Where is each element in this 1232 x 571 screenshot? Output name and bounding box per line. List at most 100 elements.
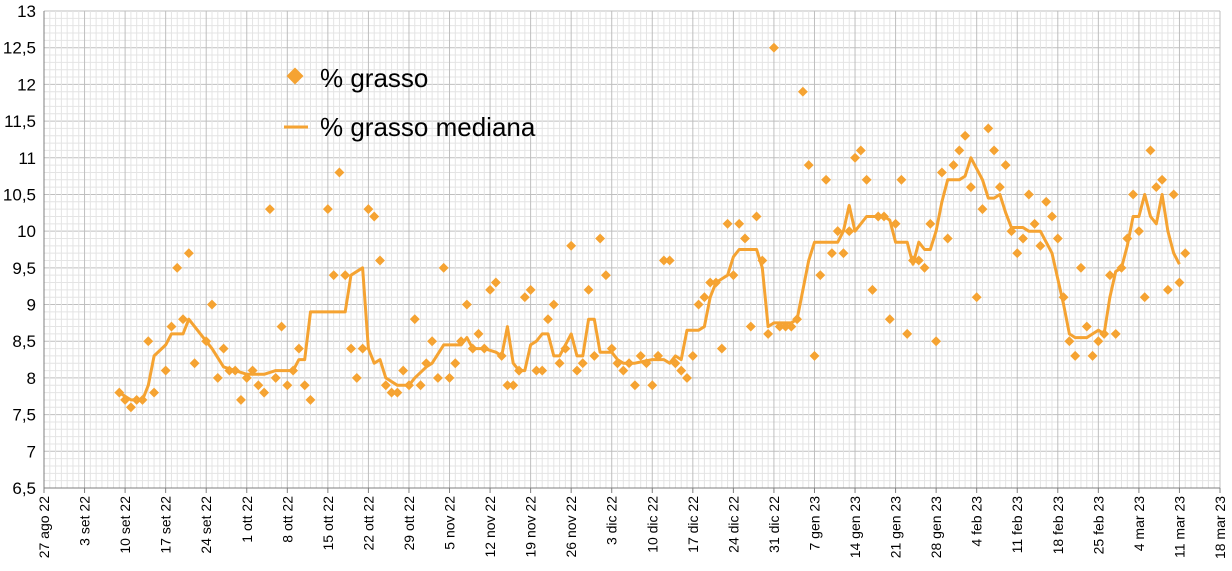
data-point [902, 328, 913, 339]
data-point [380, 380, 391, 391]
data-point [270, 372, 281, 383]
data-point [554, 358, 565, 369]
data-point [572, 365, 582, 376]
data-point [166, 321, 177, 332]
data-point [241, 372, 252, 383]
data-point [212, 372, 223, 383]
data-point [583, 284, 594, 295]
data-point [322, 204, 333, 215]
data-point [861, 174, 872, 185]
data-point [438, 262, 449, 273]
data-point [519, 292, 530, 303]
data-point [890, 218, 901, 229]
data-point [514, 365, 524, 376]
data-point [178, 314, 188, 325]
data-point [346, 343, 356, 354]
data-point [485, 284, 496, 295]
data-point [531, 365, 542, 376]
x-tick-label: 26 nov 22 [563, 496, 579, 558]
data-point [705, 277, 716, 288]
data-point [844, 226, 855, 237]
data-point [1104, 270, 1115, 281]
data-point [288, 365, 299, 376]
legend: % grasso % grasso mediana [284, 63, 536, 142]
data-point [711, 277, 721, 288]
data-point [375, 255, 385, 266]
data-point [183, 248, 194, 259]
x-tick-label: 19 nov 22 [523, 496, 539, 558]
data-point [293, 343, 304, 354]
data-point [114, 387, 125, 398]
x-tick-label: 4 feb 23 [969, 496, 985, 547]
data-point [855, 145, 866, 156]
x-tick-label: 24 dic 22 [725, 496, 741, 553]
data-point [340, 270, 351, 281]
x-tick-label: 12 nov 22 [482, 496, 498, 558]
data-point [913, 255, 924, 266]
y-tick-label: 7 [27, 442, 36, 461]
data-point [595, 233, 606, 244]
y-tick-label: 10,5 [3, 185, 36, 204]
data-point [398, 365, 409, 376]
data-point [189, 358, 200, 369]
data-point [473, 328, 484, 339]
data-point [496, 350, 507, 361]
data-point [722, 218, 733, 229]
data-point [612, 358, 623, 369]
data-point [1006, 226, 1017, 237]
data-point [751, 211, 762, 222]
data-point [658, 255, 669, 266]
data-point [1058, 292, 1069, 303]
data-point [936, 167, 947, 178]
median-line [118, 156, 1181, 402]
y-tick-label: 12,5 [3, 39, 36, 58]
x-tick-label: 21 gen 23 [888, 496, 904, 558]
data-point [1122, 233, 1133, 244]
data-point [832, 226, 843, 237]
data-point [450, 358, 461, 369]
data-point [745, 321, 756, 332]
data-point [821, 174, 832, 185]
data-point [299, 380, 310, 391]
y-tick-label: 9 [27, 296, 36, 315]
x-tick-label: 27 ago 22 [36, 496, 52, 558]
data-point [670, 358, 681, 369]
data-point [479, 343, 490, 354]
data-point [942, 233, 953, 244]
x-tick-label: 3 set 22 [77, 496, 93, 546]
x-axis-tick-labels: 27 ago 22 3 set 22 10 set 22 17 set 22 24 se… [36, 496, 1228, 559]
data-point [218, 343, 229, 354]
x-tick-label: 25 feb 23 [1090, 496, 1106, 555]
data-point [728, 270, 739, 281]
data-point [415, 380, 426, 391]
data-point [490, 277, 501, 288]
data-point [427, 336, 438, 347]
y-tick-label: 10 [17, 222, 36, 241]
data-point [282, 380, 293, 391]
data-point [641, 358, 652, 369]
data-point [716, 343, 727, 354]
data-point [1029, 218, 1040, 229]
data-point [624, 358, 635, 369]
data-point [676, 365, 687, 376]
data-point [235, 394, 246, 405]
data-point [699, 292, 710, 303]
data-point [687, 350, 698, 361]
data-point [838, 248, 849, 259]
data-point [653, 350, 664, 361]
data-point [1093, 336, 1104, 347]
x-tick-label: 11 feb 23 [1009, 496, 1025, 554]
data-point [1116, 262, 1127, 273]
data-point [421, 358, 432, 369]
data-point [1087, 350, 1098, 361]
legend-scatter-marker [286, 67, 304, 85]
data-point [467, 343, 478, 354]
data-point [815, 270, 826, 281]
data-point [363, 204, 374, 215]
x-tick-label: 7 gen 23 [806, 496, 822, 551]
data-point [1162, 284, 1173, 295]
x-tick-label: 1 ott 22 [239, 496, 255, 543]
data-point [560, 343, 571, 354]
data-point [850, 152, 860, 163]
